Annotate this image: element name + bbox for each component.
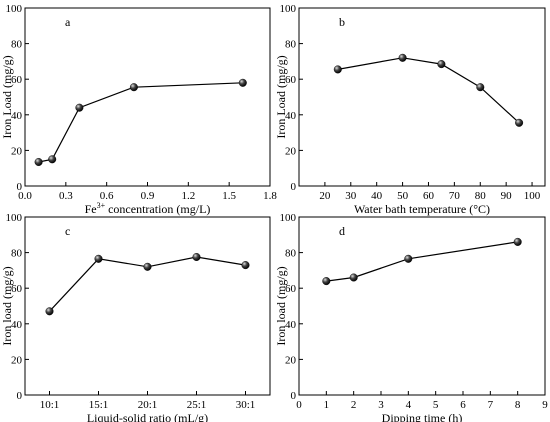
y-tick-label: 80 [11,39,23,51]
data-point [398,53,407,62]
x-tick-label: 7 [488,399,494,411]
x-tick-label: 70 [449,190,461,202]
data-point [34,157,43,166]
x-tick-label: 1 [324,399,330,411]
x-tick-label: 10:1 [40,399,60,411]
x-tick-label: 1.5 [222,190,236,202]
data-point [129,83,138,92]
x-tick-label: 0.6 [100,190,114,202]
data-point [333,65,342,74]
data-point [143,262,152,271]
y-tick-label: 0 [17,181,23,193]
x-tick-label: 30 [345,190,357,202]
series-line [38,82,243,163]
panel-letter: c [65,224,70,238]
series-line [326,241,518,282]
data-point [192,252,201,261]
x-tick-label: 20 [319,190,331,202]
x-tick-label: 100 [524,190,541,202]
x-tick-label: 8 [515,399,521,411]
data-point [513,237,522,246]
x-tick-label: 4 [406,399,412,411]
panel-c-chart: 10:1 15:1 20:1 25:1 30:1 0 20 40 60 80 100 c Liquid-… [0,212,271,422]
x-tick-label: 15:1 [89,399,109,411]
data-point [476,83,485,92]
x-axis-title: Fe3+ concentration (mg/L) [85,201,211,216]
data-point [437,60,446,69]
x-tick-label: 0 [296,399,302,411]
x-tick-label: 0.3 [59,190,73,202]
y-tick-label: 100 [6,212,23,224]
x-tick-label: 2 [351,399,357,411]
x-tick-label: 1.2 [181,190,195,202]
y-tick-label: 40 [11,319,23,331]
data-point [241,261,250,270]
y-tick-label: 80 [11,248,23,260]
x-tick-label: 90 [501,190,513,202]
panel-d-chart: 0 1 2 3 4 5 6 7 8 9 0 20 40 60 80 100 d Dipping time (h) I… [274,212,548,422]
data-point [349,273,358,282]
y-tick-label: 20 [11,354,23,366]
data-point [322,277,331,286]
y-tick-label: 0 [17,390,23,402]
y-tick-label: 40 [11,110,23,122]
data-point [45,307,54,316]
data-point [48,155,57,164]
x-tick-label: 60 [423,190,435,202]
plot-frame [24,7,271,187]
y-axis-title: Iron Load (mg/g) [274,55,288,138]
y-tick-label: 100 [6,3,23,15]
x-tick-label: 0.9 [141,190,155,202]
plot-frame [298,7,546,187]
x-tick-label: 40 [371,190,383,202]
data-point [94,254,103,263]
x-tick-label: 6 [460,399,466,411]
y-tick-label: 0 [291,390,297,402]
x-tick-label: 20:1 [138,399,158,411]
x-tick-label: 5 [433,399,439,411]
x-tick-label: 1.8 [263,190,277,202]
panel-letter: d [339,224,345,238]
x-axis-title: Water bath temperature (°C) [354,202,490,216]
plot-frame [298,216,546,396]
y-tick-label: 20 [285,145,297,157]
panel-b-chart: 20 30 40 50 60 70 80 90 100 0 20 40 60 80 100 b Water ba… [274,3,546,216]
y-tick-label: 80 [285,39,297,51]
y-tick-label: 40 [285,319,297,331]
series-line [337,57,520,124]
data-point [515,118,524,127]
y-tick-label: 60 [11,283,23,295]
x-tick-label: 0.0 [18,190,32,202]
x-tick-label: 9 [542,399,548,411]
y-tick-label: 20 [285,354,297,366]
panel-letter: b [339,15,345,29]
y-axis-title: Iron load (mg/g) [0,266,14,345]
y-tick-label: 40 [285,110,297,122]
y-tick-label: 0 [291,181,297,193]
x-tick-label: 50 [397,190,409,202]
y-tick-label: 60 [11,74,23,86]
x-axis-title: Liquid-solid ratio (mL/g) [87,411,208,422]
y-axis-title: Iron load (mg/g) [274,266,288,345]
panel-a-chart: 0.0 0.3 0.6 0.9 1.2 1.5 1.8 0 20 40 60 80 100 a Fe3+ c… [0,3,277,216]
y-tick-label: 60 [285,283,297,295]
panel-letter: a [65,15,71,29]
x-axis-title: Dipping time (h) [382,411,463,422]
data-point [404,254,413,263]
data-point [238,78,247,87]
plot-frame [24,216,271,396]
y-tick-label: 100 [280,212,297,224]
y-tick-label: 20 [11,145,23,157]
y-tick-label: 100 [280,3,297,15]
x-tick-label: 3 [378,399,384,411]
x-tick-label: 80 [475,190,487,202]
data-point [75,103,84,112]
y-tick-label: 80 [285,248,297,260]
y-tick-label: 60 [285,74,297,86]
x-tick-label: 30:1 [236,399,256,411]
y-axis-title: Iron Load (mg/g) [0,55,14,138]
x-tick-label: 25:1 [187,399,207,411]
